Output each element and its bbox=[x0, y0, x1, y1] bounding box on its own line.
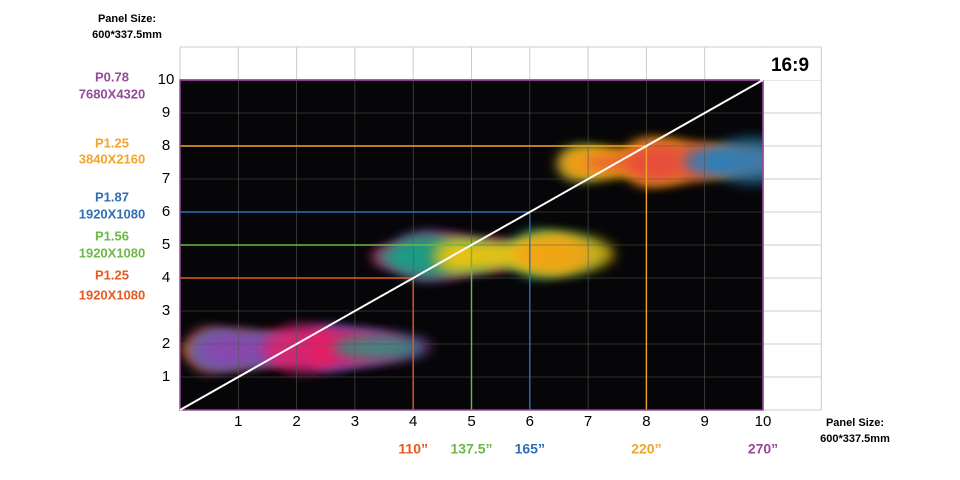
x-axis-label: 2 bbox=[292, 413, 300, 430]
paint-blob bbox=[193, 332, 254, 369]
paint-blob bbox=[514, 235, 593, 274]
x-axis-label: 5 bbox=[467, 413, 475, 430]
pitch-label: P1.56 bbox=[95, 228, 129, 243]
x-axis-label: 6 bbox=[526, 413, 534, 430]
paint-blob bbox=[556, 147, 597, 180]
header-size: 600*337.5mm bbox=[92, 29, 162, 41]
aspect-label: 16:9 bbox=[771, 55, 809, 76]
resolution-label: 3840X2160 bbox=[79, 151, 146, 166]
paint-blob bbox=[374, 248, 425, 267]
x-axis-label: 10 bbox=[755, 413, 772, 430]
y-axis-label: 5 bbox=[162, 236, 170, 253]
size-label: 110” bbox=[398, 441, 428, 457]
pitch-label: P1.87 bbox=[95, 189, 129, 204]
pitch-label: P0.78 bbox=[95, 69, 129, 84]
y-axis-label: 8 bbox=[162, 137, 170, 154]
y-axis-label: 9 bbox=[162, 104, 170, 121]
header-label: Panel Size: bbox=[98, 13, 156, 25]
footer-label: Panel Size: bbox=[826, 417, 884, 429]
size-label: 165” bbox=[515, 441, 545, 457]
y-axis-label: 1 bbox=[162, 368, 170, 385]
y-axis-label: 4 bbox=[162, 269, 170, 286]
x-axis-label: 4 bbox=[409, 413, 417, 430]
paint-blob bbox=[332, 335, 421, 360]
pitch-label: P1.25 bbox=[95, 267, 129, 282]
diagonal bbox=[179, 79, 764, 411]
size-label: 270” bbox=[748, 441, 778, 457]
resolution-label: 1920X1080 bbox=[79, 245, 146, 260]
resolution-label: 1920X1080 bbox=[79, 206, 146, 221]
y-axis-label: 6 bbox=[162, 203, 170, 220]
pitch-label: P1.25 bbox=[95, 135, 129, 150]
x-axis-label: 3 bbox=[351, 413, 359, 430]
footer-size: 600*337.5mm bbox=[820, 433, 890, 445]
x-axis-label: 1 bbox=[234, 413, 242, 430]
paint-blob bbox=[263, 325, 338, 372]
resolution-label: 7680X4320 bbox=[79, 86, 146, 101]
image-frame bbox=[179, 79, 764, 411]
size-label: 220” bbox=[631, 441, 661, 457]
paint-blob bbox=[683, 148, 730, 175]
y-axis-label: 10 bbox=[158, 71, 175, 88]
y-axis-label: 3 bbox=[162, 302, 170, 319]
paint-blob bbox=[584, 154, 677, 171]
y-axis-label: 2 bbox=[162, 335, 170, 352]
size-label: 137.5” bbox=[450, 441, 492, 457]
aspect-box bbox=[760, 48, 820, 80]
resolution-label: 1920X1080 bbox=[79, 287, 146, 302]
x-axis-label: 8 bbox=[642, 413, 650, 430]
y-axis-label: 7 bbox=[162, 170, 170, 187]
x-axis-label: 9 bbox=[701, 413, 709, 430]
x-axis-label: 7 bbox=[584, 413, 592, 430]
